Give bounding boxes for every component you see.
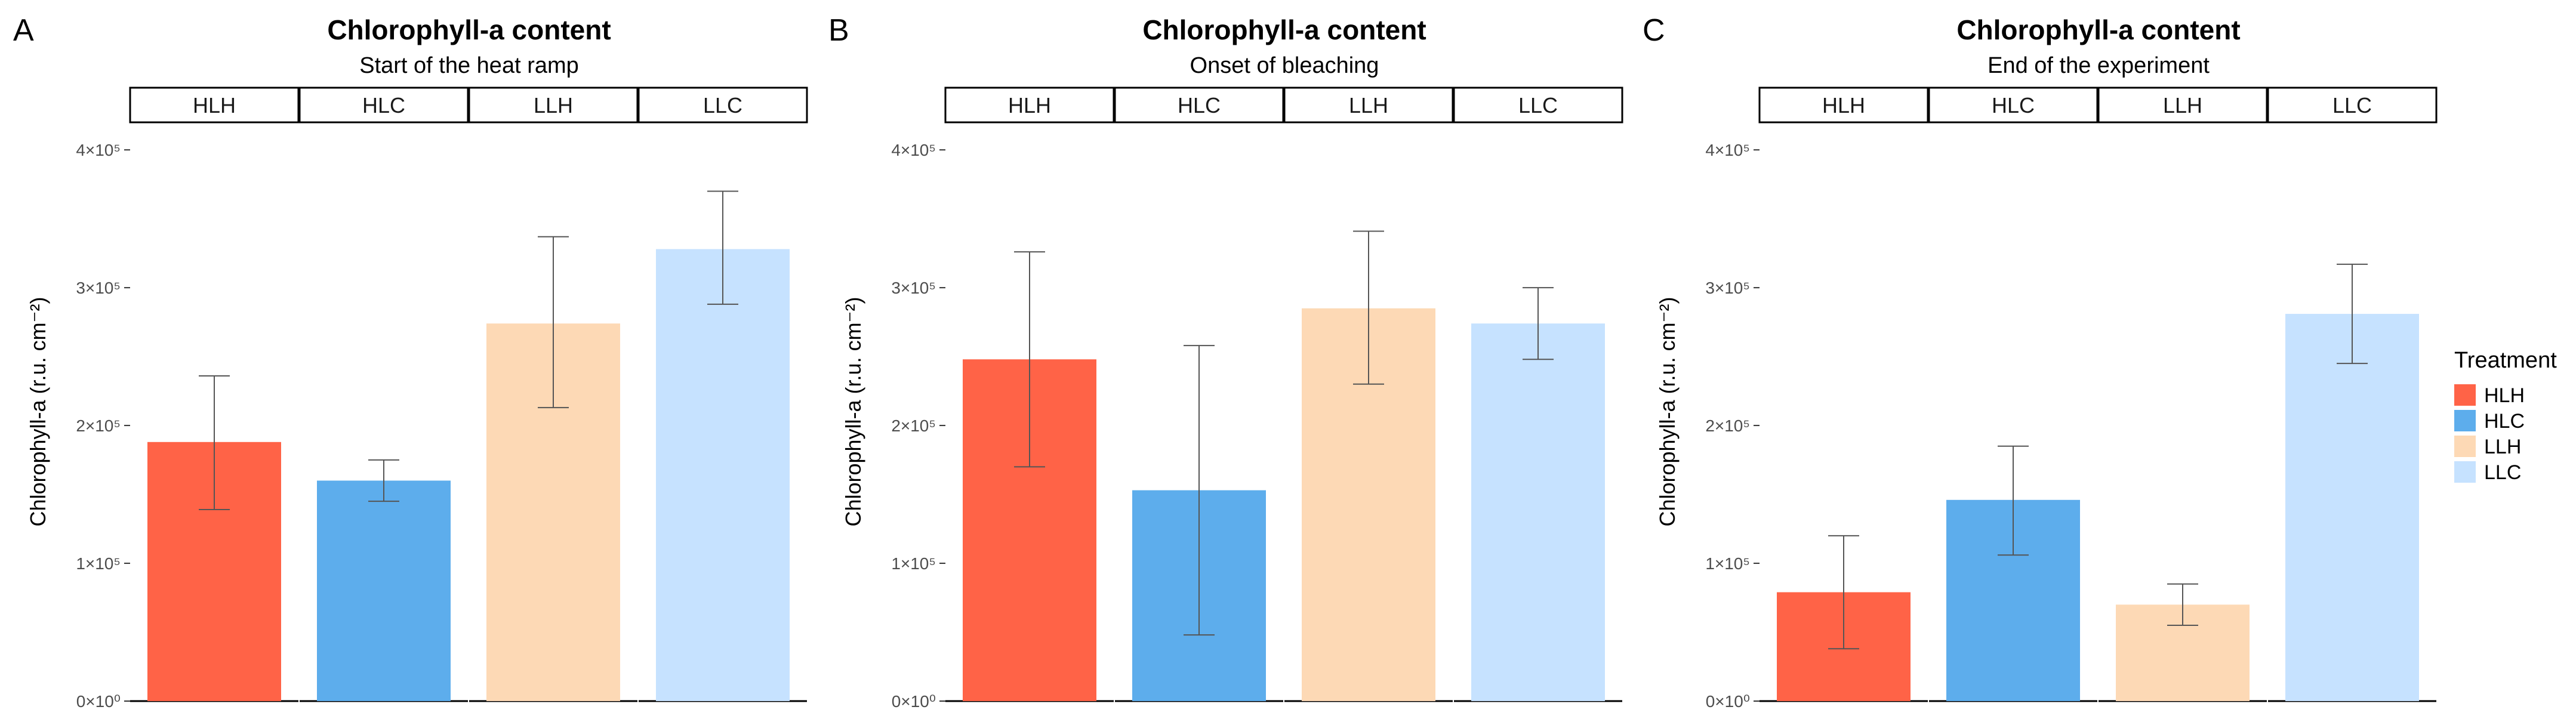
y-tick-label: 2×10⁵ xyxy=(1705,416,1750,435)
facet-strip-label: HLH xyxy=(1008,93,1051,118)
facet-strip-label: HLC xyxy=(1178,93,1221,118)
facet-strip xyxy=(298,87,469,124)
facet-strip xyxy=(1928,87,2099,124)
legend-label-LLH: LLH xyxy=(2484,436,2521,458)
panel-A: A Chlorophyll-a content Start of the heat … xyxy=(13,13,808,711)
panel-label: A xyxy=(13,13,34,48)
y-tick-label: 4×10⁵ xyxy=(1705,141,1750,159)
bar-LLC xyxy=(1471,323,1605,701)
facet-strip xyxy=(2097,87,2268,124)
chart-title: Chlorophyll-a content xyxy=(1142,14,1426,45)
panel-label: B xyxy=(828,13,849,48)
legend-swatch-HLC xyxy=(2454,410,2476,431)
chart-title: Chlorophyll-a content xyxy=(1956,14,2240,45)
panel-C: C Chlorophyll-a content End of the experim… xyxy=(1643,13,2438,711)
facet-strip-label: LLC xyxy=(703,93,742,118)
facet-strip xyxy=(2267,87,2438,124)
facet-strip xyxy=(1114,87,1284,124)
y-tick-label: 4×10⁵ xyxy=(891,141,936,159)
legend-swatch-HLH xyxy=(2454,384,2476,406)
facet-strip xyxy=(1283,87,1454,124)
y-tick-label: 2×10⁵ xyxy=(76,416,121,435)
y-axis-label: Chlorophyll-a (r.u. cm⁻²) xyxy=(841,297,865,526)
facet-strip-label: HLH xyxy=(193,93,236,118)
facet-strip-label: HLH xyxy=(1822,93,1865,118)
legend-label-HLH: HLH xyxy=(2484,384,2525,407)
facet-strip xyxy=(944,87,1115,124)
chart-subtitle: Start of the heat ramp xyxy=(359,53,579,78)
facet-strip-label: LLH xyxy=(1349,93,1388,118)
facet-strip-label: LLC xyxy=(2332,93,2372,118)
legend-label-LLC: LLC xyxy=(2484,461,2521,484)
y-axis-label: Chlorophyll-a (r.u. cm⁻²) xyxy=(1655,297,1680,526)
y-tick-label: 0×10⁰ xyxy=(892,692,936,711)
legend-swatch-LLC xyxy=(2454,461,2476,483)
facet-strip xyxy=(1453,87,1623,124)
chart-subtitle: End of the experiment xyxy=(1988,53,2210,78)
facet-strip xyxy=(129,87,300,124)
y-tick-label: 0×10⁰ xyxy=(76,692,121,711)
y-tick-label: 3×10⁵ xyxy=(1705,279,1750,297)
panel-label: C xyxy=(1643,13,1665,48)
bar-LLC xyxy=(2285,314,2419,701)
facet-strip-label: LLH xyxy=(534,93,573,118)
y-tick-label: 3×10⁵ xyxy=(891,279,936,297)
y-tick-label: 4×10⁵ xyxy=(76,141,121,159)
chart-title: Chlorophyll-a content xyxy=(327,14,611,45)
facet-strip-label: LLC xyxy=(1518,93,1558,118)
facet-strip xyxy=(468,87,639,124)
panel-B: B Chlorophyll-a content Onset of bleaching… xyxy=(828,13,1623,711)
facet-strip-label: HLC xyxy=(1992,93,2035,118)
chart-subtitle: Onset of bleaching xyxy=(1190,53,1379,78)
y-tick-label: 1×10⁵ xyxy=(1705,554,1750,573)
facet-strip xyxy=(637,87,808,124)
y-axis-label: Chlorophyll-a (r.u. cm⁻²) xyxy=(26,297,50,526)
legend-label-HLC: HLC xyxy=(2484,410,2525,433)
bar-LLC xyxy=(656,249,790,701)
legend: Treatment HLH HLC LLH LLC xyxy=(2454,348,2557,484)
legend-swatch-LLH xyxy=(2454,436,2476,457)
y-tick-label: 2×10⁵ xyxy=(891,416,936,435)
facet-strip-label: HLC xyxy=(362,93,405,118)
y-tick-label: 3×10⁵ xyxy=(76,279,121,297)
bar-HLC xyxy=(317,480,451,701)
y-tick-label: 1×10⁵ xyxy=(891,554,936,573)
legend-title: Treatment xyxy=(2454,348,2557,373)
facet-strip-label: LLH xyxy=(2163,93,2202,118)
y-tick-label: 0×10⁰ xyxy=(1706,692,1750,711)
facet-strip xyxy=(1758,87,1929,124)
y-tick-label: 1×10⁵ xyxy=(76,554,121,573)
